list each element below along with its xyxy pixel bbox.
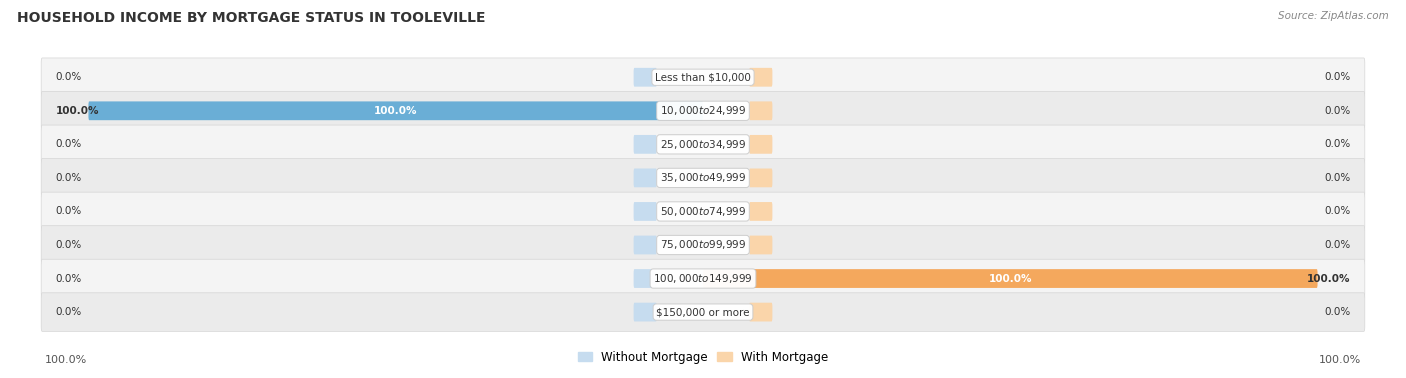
FancyBboxPatch shape [749,235,772,254]
FancyBboxPatch shape [749,303,772,321]
Text: 0.0%: 0.0% [1324,240,1351,250]
Text: 0.0%: 0.0% [1324,106,1351,116]
FancyBboxPatch shape [634,169,657,187]
Text: 0.0%: 0.0% [55,173,82,183]
Text: $35,000 to $49,999: $35,000 to $49,999 [659,171,747,184]
Text: HOUSEHOLD INCOME BY MORTGAGE STATUS IN TOOLEVILLE: HOUSEHOLD INCOME BY MORTGAGE STATUS IN T… [17,11,485,25]
Text: 100.0%: 100.0% [45,355,87,365]
Text: $25,000 to $34,999: $25,000 to $34,999 [659,138,747,151]
Text: 0.0%: 0.0% [55,240,82,250]
Text: $100,000 to $149,999: $100,000 to $149,999 [654,272,752,285]
Text: 0.0%: 0.0% [55,274,82,284]
FancyBboxPatch shape [634,135,657,154]
FancyBboxPatch shape [41,192,1365,231]
FancyBboxPatch shape [41,159,1365,197]
Text: $150,000 or more: $150,000 or more [657,307,749,317]
FancyBboxPatch shape [41,226,1365,264]
FancyBboxPatch shape [634,202,657,221]
Text: $50,000 to $74,999: $50,000 to $74,999 [659,205,747,218]
Text: 0.0%: 0.0% [55,72,82,82]
FancyBboxPatch shape [41,259,1365,298]
FancyBboxPatch shape [41,58,1365,96]
FancyBboxPatch shape [89,101,703,120]
Text: 0.0%: 0.0% [1324,206,1351,217]
FancyBboxPatch shape [634,303,657,321]
FancyBboxPatch shape [41,91,1365,130]
FancyBboxPatch shape [634,269,657,288]
Text: 0.0%: 0.0% [55,206,82,217]
Text: 0.0%: 0.0% [1324,173,1351,183]
Text: 100.0%: 100.0% [55,106,98,116]
Text: 0.0%: 0.0% [1324,72,1351,82]
FancyBboxPatch shape [634,68,657,87]
FancyBboxPatch shape [749,135,772,154]
FancyBboxPatch shape [749,202,772,221]
Text: $75,000 to $99,999: $75,000 to $99,999 [659,239,747,251]
Text: Less than $10,000: Less than $10,000 [655,72,751,82]
Text: $10,000 to $24,999: $10,000 to $24,999 [659,104,747,117]
FancyBboxPatch shape [41,293,1365,332]
Text: 100.0%: 100.0% [988,274,1032,284]
Legend: Without Mortgage, With Mortgage: Without Mortgage, With Mortgage [574,346,832,368]
Text: 0.0%: 0.0% [1324,307,1351,317]
FancyBboxPatch shape [749,68,772,87]
FancyBboxPatch shape [703,269,1317,288]
Text: 0.0%: 0.0% [1324,139,1351,149]
Text: 100.0%: 100.0% [374,106,418,116]
Text: 100.0%: 100.0% [1319,355,1361,365]
Text: 0.0%: 0.0% [55,139,82,149]
Text: 0.0%: 0.0% [55,307,82,317]
Text: 100.0%: 100.0% [1308,274,1351,284]
FancyBboxPatch shape [41,125,1365,164]
FancyBboxPatch shape [749,169,772,187]
Text: Source: ZipAtlas.com: Source: ZipAtlas.com [1278,11,1389,21]
FancyBboxPatch shape [749,101,772,120]
FancyBboxPatch shape [634,235,657,254]
